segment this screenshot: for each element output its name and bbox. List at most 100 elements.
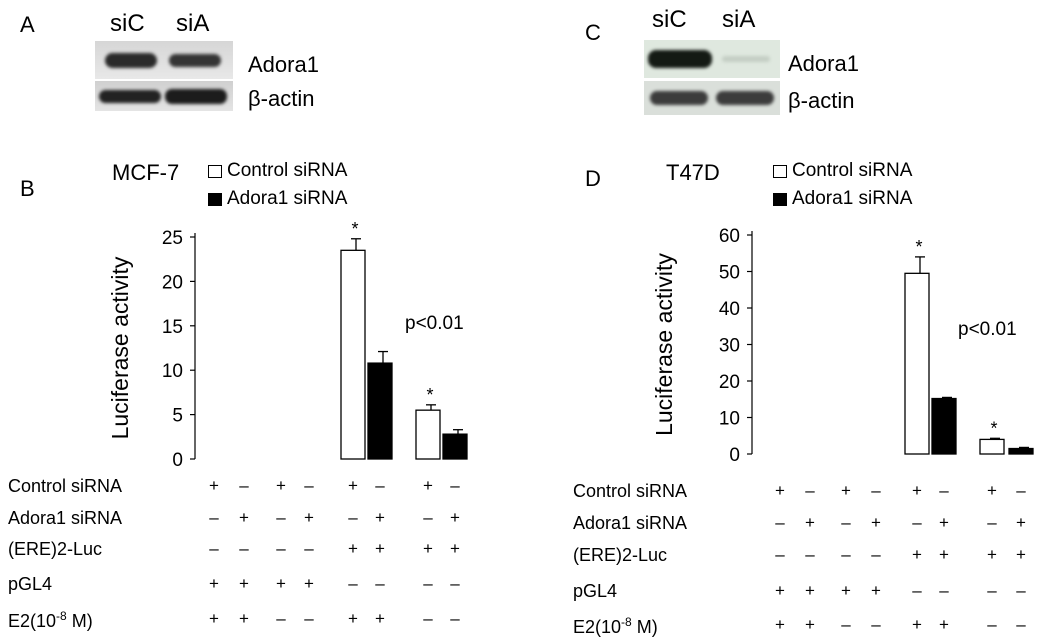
mcf7-table-sign-cell: + (348, 539, 358, 558)
mcf7-table-sign-cell: + (348, 609, 358, 628)
t47d-table-sign-cell: – (987, 615, 997, 634)
t47d-table-sign-cell: + (1016, 513, 1026, 532)
mcf7-table-sign-cell: – (239, 539, 249, 558)
mcf7-table-sign-cell: + (450, 539, 460, 558)
mcf7-table-sign-cell: – (423, 508, 433, 527)
p-value-annotation-d: p<0.01 (958, 319, 1017, 340)
t47d-table-row-label: Control siRNA (573, 481, 688, 501)
mcf7-table-sign-cell: – (423, 574, 433, 593)
legend-swatch-control-d (773, 165, 787, 178)
mcf7-table-sign-cell: + (450, 508, 460, 527)
mcf7-table-row-label: E2(10-8 M) (8, 609, 93, 631)
t47d-table-sign-cell: + (912, 615, 922, 634)
t47d-table-sign-cell: – (775, 545, 785, 564)
chart-title-t47d: T47D (666, 160, 720, 185)
t47d-table-sign-cell: – (1016, 581, 1026, 600)
t47d-y-tick-label: 0 (729, 445, 740, 466)
mcf7-table-sign-cell: + (423, 539, 433, 558)
t47d-table-row-label: E2(10-8 M) (573, 615, 658, 637)
mcf7-table-row-label: Control siRNA (8, 476, 123, 496)
legend-swatch-adora1 (208, 193, 222, 206)
t47d-table-sign-cell: – (939, 481, 949, 500)
mcf7-table-sign-cell: – (304, 539, 314, 558)
mcf7-y-tick-label: 0 (172, 450, 183, 471)
t47d-table-sign-cell: + (775, 481, 785, 500)
t47d-table-sign-cell: + (841, 481, 851, 500)
t47d-y-axis-label: Luciferase activity (651, 253, 677, 436)
t47d-bar-control (979, 438, 1005, 455)
t47d-table-sign-cell: + (841, 581, 851, 600)
mcf7-table-sign-cell: + (239, 508, 249, 527)
lane-label-sia-c: siA (722, 6, 756, 33)
mcf7-table-sign-cell: + (276, 574, 286, 593)
mcf7-table-sign-cell: – (276, 508, 286, 527)
panel-letter-b: B (20, 176, 35, 201)
t47d-table-sign-cell: + (805, 581, 815, 600)
t47d-table-sign-cell: – (987, 581, 997, 600)
mcf7-table-sign-cell: – (450, 476, 460, 495)
t47d-y-tick-label: 30 (719, 336, 740, 357)
mcf7-y-axis-label: Luciferase activity (107, 256, 133, 439)
legend-swatch-adora1-d (773, 193, 787, 206)
t47d-table-sign-cell: – (841, 615, 851, 634)
panel-letter-c: C (585, 20, 601, 45)
mcf7-table-sign-cell: – (276, 539, 286, 558)
t47d-table-row-label: pGL4 (573, 581, 618, 601)
mcf7-table-sign-cell: – (239, 476, 249, 495)
t47d-significance-star: * (915, 237, 922, 257)
mcf7-table-sign-cell: + (209, 476, 219, 495)
mcf7-table-sign-cell: + (239, 574, 249, 593)
t47d-table-sign-cell: – (805, 481, 815, 500)
western-blot-adora1-a (95, 41, 233, 79)
t47d-table-sign-cell: + (939, 545, 949, 564)
lane-label-sic: siC (110, 10, 145, 37)
t47d-table-sign-cell: + (805, 615, 815, 634)
t47d-table-sign-cell: – (841, 545, 851, 564)
t47d-table-sign-cell: – (912, 581, 922, 600)
panel-letter-d: D (585, 166, 601, 191)
mcf7-table-sign-cell: – (450, 609, 460, 628)
chart-title-mcf7: MCF-7 (112, 160, 180, 185)
t47d-table-sign-cell: + (987, 481, 997, 500)
lane-label-sic-c: siC (652, 6, 687, 33)
mcf7-table-sign-cell: + (304, 508, 314, 527)
legend-label-control: Control siRNA (227, 160, 348, 181)
western-blot-actin-c (644, 81, 780, 115)
t47d-table-sign-cell: – (1016, 615, 1026, 634)
mcf7-table-row-label: Adora1 siRNA (8, 508, 123, 528)
t47d-y-tick-label: 20 (719, 372, 740, 393)
t47d-significance-star: * (990, 418, 997, 438)
mcf7-table-row-label: pGL4 (8, 574, 53, 594)
t47d-bar-control (904, 272, 930, 455)
mcf7-table-sign-cell: – (348, 508, 358, 527)
mcf7-table-sign-cell: + (304, 574, 314, 593)
mcf7-bar-control (340, 249, 366, 460)
mcf7-table-sign-cell: – (304, 476, 314, 495)
mcf7-table-sign-cell: + (423, 476, 433, 495)
t47d-table-sign-cell: – (841, 513, 851, 532)
t47d-table-sign-cell: + (1016, 545, 1026, 564)
mcf7-y-tick-label: 10 (162, 361, 183, 382)
mcf7-table-row-label: (ERE)2-Luc (8, 539, 103, 559)
mcf7-y-tick-label: 25 (162, 228, 183, 249)
t47d-table-sign-cell: + (775, 581, 785, 600)
lane-label-sia: siA (176, 10, 210, 37)
t47d-y-tick-label: 50 (719, 263, 740, 284)
t47d-table-sign-cell: – (939, 581, 949, 600)
p-value-annotation-b: p<0.01 (405, 313, 464, 334)
t47d-table-row-label: Adora1 siRNA (573, 513, 688, 533)
mcf7-table-sign-cell: – (209, 539, 219, 558)
t47d-table-sign-cell: + (912, 545, 922, 564)
t47d-table-sign-cell: + (912, 481, 922, 500)
legend-label-adora1-d: Adora1 siRNA (792, 188, 913, 209)
band-label-adora1-a: Adora1 (248, 52, 319, 77)
mcf7-table-sign-cell: – (348, 574, 358, 593)
t47d-y-tick-label: 10 (719, 409, 740, 430)
t47d-table-sign-cell: + (805, 513, 815, 532)
mcf7-table-sign-cell: + (276, 476, 286, 495)
mcf7-table-sign-cell: – (375, 574, 385, 593)
legend-label-adora1: Adora1 siRNA (227, 188, 348, 209)
t47d-table-sign-cell: – (775, 513, 785, 532)
mcf7-table-sign-cell: + (239, 609, 249, 628)
